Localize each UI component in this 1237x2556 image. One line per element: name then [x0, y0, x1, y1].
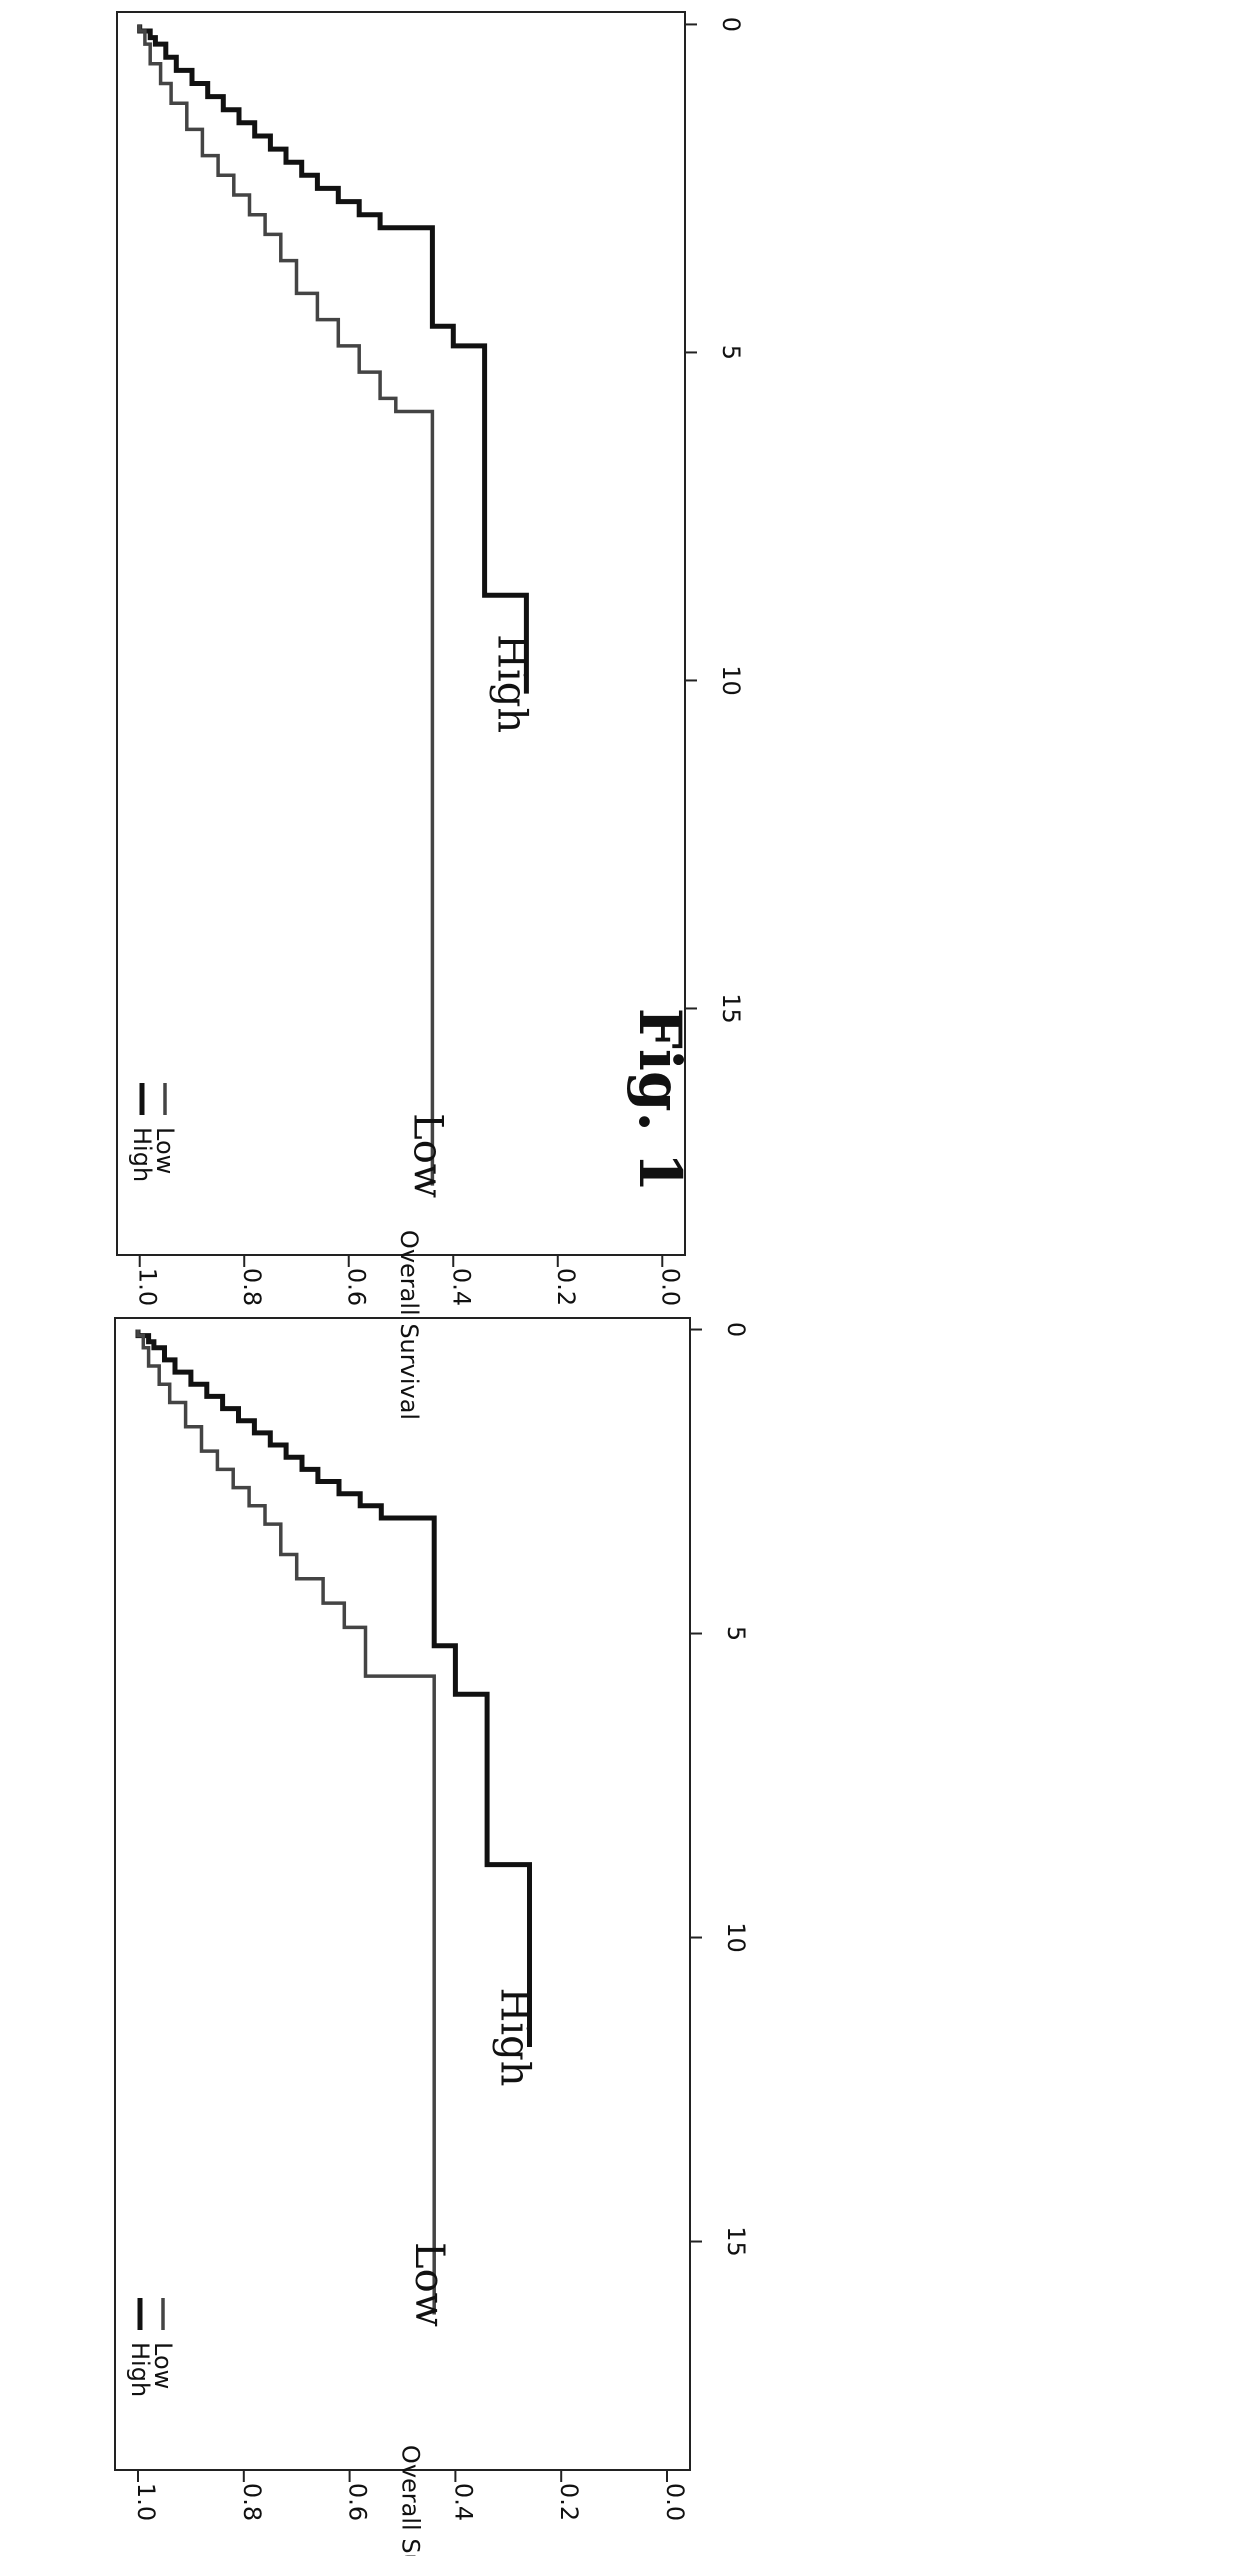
- y-tick-label: 0.0: [656, 1268, 684, 1306]
- x-tick-label: 10: [717, 665, 745, 696]
- plot-frame: [116, 11, 686, 1256]
- chart-panel-1: 0 5 10 15 0.0 0.2 0.4 0.6 0.8 1.0 Overall Survival…: [114, 1317, 750, 2556]
- y-tick-label: 1.0: [132, 2483, 160, 2521]
- x-tick-label: 0: [717, 17, 745, 32]
- figure-title: Fig. 1: [626, 1008, 694, 1193]
- legend-label-low: Low: [151, 1127, 179, 1174]
- y-tick-label: 0.6: [343, 1268, 371, 1306]
- plot-frame: [114, 1317, 691, 2471]
- curve-label-low: Low: [404, 1113, 450, 1198]
- x-tick-label: 0: [722, 1322, 750, 1337]
- y-tick-label: 0.8: [238, 1268, 266, 1306]
- y-tick-label: 0.6: [344, 2483, 372, 2521]
- y-tick-label: 0.8: [238, 2483, 266, 2521]
- x-tick-label: 5: [717, 345, 745, 360]
- y-tick-label: 0.4: [449, 2483, 477, 2521]
- y-tick-label: 0.4: [447, 1268, 475, 1306]
- y-axis-label: Overall Survival: [395, 1230, 423, 1420]
- x-tick-label: 5: [722, 1626, 750, 1641]
- series-line-low: [136, 1329, 436, 2315]
- x-tick-label: 15: [717, 993, 745, 1024]
- y-tick-label: 1.0: [134, 1268, 162, 1306]
- series-line-high: [137, 24, 529, 694]
- y-axis-label: Overall Survival: [397, 2445, 425, 2556]
- curve-label-low: Low: [406, 2242, 452, 2327]
- y-tick-label: 0.2: [555, 2483, 583, 2521]
- y-tick-label: 0.2: [552, 1268, 580, 1306]
- legend-label-high: High: [128, 1127, 156, 1182]
- curve-label-high: High: [491, 1987, 537, 2086]
- chart-panel-2: 0 5 10 15 0.0 0.2 0.4 0.6 0.8 1.0 Overall Survival…: [116, 11, 745, 1420]
- curve-label-high: High: [488, 634, 534, 733]
- legend-label-low: Low: [149, 2342, 177, 2389]
- series-line-high: [135, 1329, 532, 2047]
- x-tick-label: 10: [722, 1922, 750, 1953]
- series-line-low: [137, 24, 435, 1186]
- x-tick-label: 15: [722, 2226, 750, 2257]
- y-tick-label: 0.0: [661, 2483, 689, 2521]
- legend-label-high: High: [126, 2342, 154, 2397]
